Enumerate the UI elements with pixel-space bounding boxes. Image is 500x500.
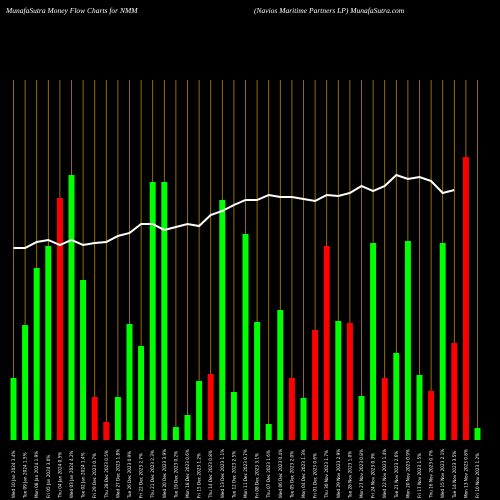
x-tick-label: Tue 02 Jan 2024 1.4% xyxy=(81,452,86,499)
bar xyxy=(149,182,156,440)
price-line-path xyxy=(13,173,455,249)
bar xyxy=(451,343,458,440)
price-line xyxy=(13,173,455,249)
x-tick-label: Wed 10 Jan 2024 3.4% xyxy=(11,450,16,498)
bar xyxy=(114,397,121,440)
bar xyxy=(242,234,249,440)
x-tick-label: Tue 26 Dec 2023 0.9% xyxy=(127,451,132,499)
bar xyxy=(474,428,481,440)
x-tick-label: Wed 06 Dec 2023 0.4% xyxy=(278,449,283,498)
bar xyxy=(138,346,145,440)
bars xyxy=(10,157,481,440)
bar xyxy=(196,381,203,440)
x-tick-label: Mon 18 Dec 2023 0.6% xyxy=(185,449,190,498)
bar xyxy=(126,324,133,440)
x-tick-label: Wed 29 Nov 2023 2.9% xyxy=(336,449,341,498)
x-tick-label: Tue 14 Nov 2023 3.5% xyxy=(452,451,457,499)
bar xyxy=(277,310,284,440)
x-tick-label: Tue 05 Dec 2023 2.0% xyxy=(289,451,294,499)
bar xyxy=(230,392,237,440)
x-tick-labels: Wed 10 Jan 2024 3.4% Tue 09 Jan 2024 1.5%… xyxy=(11,449,480,499)
x-tick-label: Wed 15 Nov 2023 2.1% xyxy=(440,449,445,498)
bar xyxy=(428,391,435,440)
chart-header: MunafaSutra Money Flow Charts for NMM (N… xyxy=(6,6,494,20)
bar xyxy=(393,353,400,440)
x-tick-label: Thu 28 Dec 2023 0.5% xyxy=(104,450,109,499)
x-tick-label: Thu 30 Nov 2023 1.7% xyxy=(324,450,329,499)
x-tick-label: Wed 27 Dec 2023 1.8% xyxy=(115,449,120,498)
bar xyxy=(45,246,52,440)
x-tick-label: Mon 08 Jan 2024 1.9% xyxy=(34,451,39,498)
x-tick-label: Fri 08 Dec 2023 3.1% xyxy=(255,453,260,498)
x-tick-label: Mon 11 Dec 2023 0.7% xyxy=(243,449,248,498)
bar xyxy=(370,243,377,440)
bar xyxy=(22,325,29,440)
bar xyxy=(335,321,342,440)
x-tick-label: Thu 14 Dec 2023 0.8% xyxy=(208,450,213,499)
bar xyxy=(300,398,307,440)
x-tick-label: Wed 13 Dec 2023 1.1% xyxy=(220,449,225,498)
chart-title: MunafaSutra Money Flow Charts for NMM xyxy=(6,6,138,15)
x-tick-label: Tue 21 Nov 2023 2.6% xyxy=(394,451,399,499)
x-tick-label: Fri 17 Nov 2023 1.5% xyxy=(417,453,422,498)
bar xyxy=(288,378,295,440)
x-tick-label: Mon 20 Nov 2023 0.9% xyxy=(405,449,410,498)
x-tick-label: Fri 10 Nov 2023 1.2% xyxy=(475,453,480,498)
x-tick-label: Thu 04 Jan 2024 0.5% xyxy=(57,452,62,499)
bar xyxy=(381,378,388,440)
x-tick-label: Tue 28 Nov 2023 1.0% xyxy=(347,451,352,499)
x-tick-label: Fri 01 Dec 2023 0.6% xyxy=(313,453,318,498)
bar xyxy=(91,397,98,440)
bar xyxy=(103,422,110,440)
x-tick-label: Tue 19 Dec 2023 0.2% xyxy=(173,451,178,499)
bar xyxy=(358,396,365,440)
x-tick-label: Tue 09 Jan 2024 1.5% xyxy=(23,452,28,499)
x-tick-label: Fri 29 Dec 2023 0.7% xyxy=(92,453,97,498)
bar xyxy=(254,322,261,440)
bar xyxy=(33,268,40,440)
bar xyxy=(80,280,87,440)
x-tick-label: Wed 03 Jan 2024 4.2% xyxy=(69,450,74,498)
x-tick-label: Fri 22 Dec 2023 2.7% xyxy=(139,453,144,498)
x-tick-label: Thu 07 Dec 2023 1.6% xyxy=(266,450,271,499)
x-tick-label: Mon 13 Nov 2023 0.8% xyxy=(463,449,468,498)
x-tick-label: Fri 15 Dec 2023 1.2% xyxy=(197,453,202,498)
x-tick-label: Wed 20 Dec 2023 3.9% xyxy=(162,449,167,498)
bar xyxy=(404,241,411,440)
x-tick-label: Fri 05 Jan 2024 3.0% xyxy=(46,455,51,498)
bar xyxy=(161,182,168,440)
x-tick-label: Wed 22 Nov 2023 1.4% xyxy=(382,449,387,498)
bar xyxy=(10,378,17,440)
bar xyxy=(312,330,319,440)
bar xyxy=(184,415,191,440)
bar xyxy=(207,374,214,440)
bar xyxy=(265,424,272,440)
chart-subtitle: (Navios Maritime Partners LP) MunafaSutr… xyxy=(254,6,405,15)
x-tick-label: Thu 21 Dec 2023 2.3% xyxy=(150,450,155,499)
bar xyxy=(68,175,75,440)
bar xyxy=(56,198,63,440)
bar xyxy=(172,427,179,440)
x-tick-label: Fri 24 Nov 2023 0.3% xyxy=(371,453,376,498)
bar xyxy=(323,246,330,440)
bar xyxy=(439,243,446,440)
x-tick-label: Mon 27 Nov 2023 0.8% xyxy=(359,449,364,498)
bar xyxy=(346,323,353,440)
x-tick-label: Thu 16 Nov 2023 0.7% xyxy=(429,450,434,499)
x-tick-label: Mon 04 Dec 2023 1.3% xyxy=(301,449,306,498)
x-tick-label: Tue 12 Dec 2023 2.5% xyxy=(231,451,236,499)
bar xyxy=(462,157,469,440)
bar xyxy=(416,375,423,440)
bar xyxy=(219,200,226,440)
